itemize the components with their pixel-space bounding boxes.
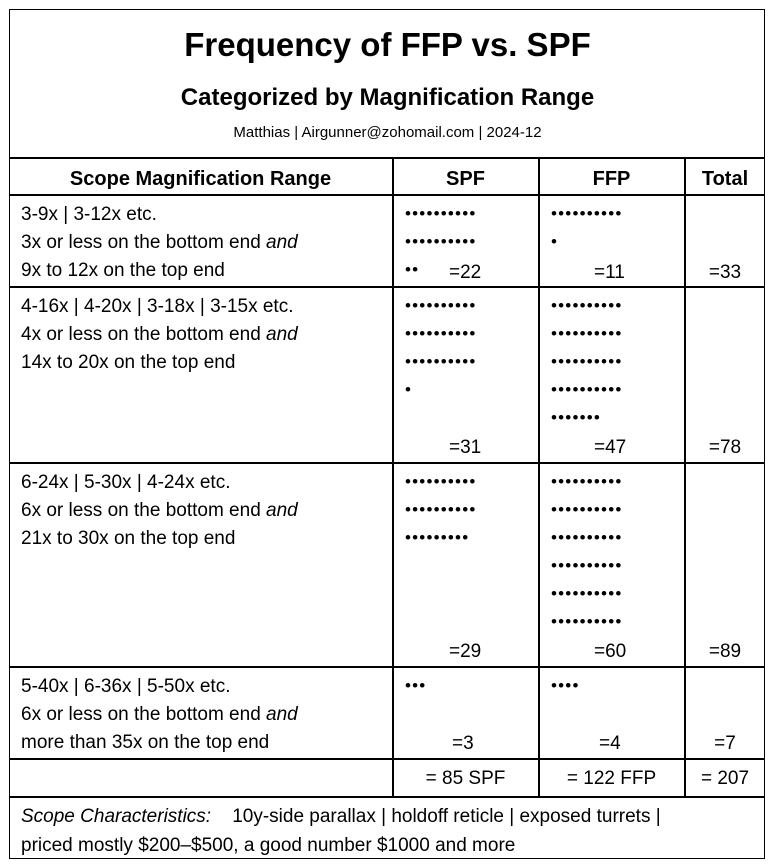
- spf-grand-total: = 85 SPF: [425, 768, 506, 789]
- table-frame: [9, 9, 765, 859]
- characteristics-line2: priced mostly $200–$500, a good number $…: [21, 835, 516, 856]
- range-examples: 6-24x | 5-30x | 4-24x etc.: [21, 472, 231, 493]
- spf-count: =29: [449, 641, 482, 662]
- row-total: =7: [714, 733, 736, 754]
- col-header-range: Scope Magnification Range: [69, 168, 332, 190]
- range-top: 9x to 12x on the top end: [21, 260, 225, 281]
- spf-dots: •••: [405, 676, 427, 695]
- characteristics-label: Scope Characteristics:: [21, 806, 212, 827]
- row-total: =33: [708, 262, 742, 283]
- range-bottom: 3x or less on the bottom end and: [21, 232, 298, 253]
- range-top: more than 35x on the top end: [21, 732, 270, 753]
- range-top: 14x to 20x on the top end: [21, 352, 236, 373]
- page-subtitle: Categorized by Magnification Range: [180, 84, 595, 111]
- divider-row3: [9, 666, 765, 668]
- divider-row1: [9, 286, 765, 288]
- ffp-dots: •••••••••• •: [551, 204, 623, 251]
- byline: Matthias | Airgunner@zohomail.com | 2024…: [233, 124, 542, 141]
- divider-row4: [9, 758, 765, 760]
- ffp-count: =60: [594, 641, 627, 662]
- ffp-dots: ••••: [551, 676, 580, 695]
- spf-dots: •••••••••• •••••••••• •••••••••: [405, 472, 477, 547]
- divider-row2: [9, 462, 765, 464]
- col-divider-2: [538, 157, 540, 797]
- row-range-text: 4-16x | 4-20x | 3-18x | 3-15x etc. 4x or…: [21, 293, 298, 377]
- divider-top: [9, 157, 765, 159]
- col-header-spf: SPF: [446, 168, 485, 190]
- range-bottom: 4x or less on the bottom end and: [21, 324, 298, 345]
- spf-dots: •••••••••• •••••••••• ••: [405, 204, 477, 279]
- col-header-ffp: FFP: [592, 168, 631, 190]
- row-range-text: 5-40x | 6-36x | 5-50x etc. 6x or less on…: [21, 673, 298, 757]
- spf-count: =22: [449, 262, 482, 283]
- row-total: =89: [708, 641, 742, 662]
- range-bottom: 6x or less on the bottom end and: [21, 500, 298, 521]
- divider-header: [9, 194, 765, 196]
- spf-count: =31: [449, 437, 482, 458]
- ffp-count: =4: [599, 733, 621, 754]
- range-top: 21x to 30x on the top end: [21, 528, 236, 549]
- page-title: Frequency of FFP vs. SPF: [184, 26, 591, 63]
- row-range-text: 3-9x | 3-12x etc. 3x or less on the bott…: [21, 201, 298, 285]
- range-bottom: 6x or less on the bottom end and: [21, 704, 298, 725]
- range-examples: 5-40x | 6-36x | 5-50x etc.: [21, 676, 231, 697]
- range-examples: 4-16x | 4-20x | 3-18x | 3-15x etc.: [21, 296, 294, 317]
- ffp-dots: •••••••••• •••••••••• •••••••••• •••••••…: [551, 296, 623, 427]
- row-range-text: 6-24x | 5-30x | 4-24x etc. 6x or less on…: [21, 469, 298, 553]
- ffp-count: =11: [594, 262, 625, 283]
- col-divider-1: [392, 157, 394, 797]
- col-header-total: Total: [701, 168, 749, 190]
- spf-dots: •••••••••• •••••••••• •••••••••• •: [405, 296, 477, 399]
- divider-totals: [9, 796, 765, 798]
- ffp-grand-total: = 122 FFP: [566, 768, 657, 789]
- range-examples: 3-9x | 3-12x etc.: [21, 204, 157, 225]
- grand-total: = 207: [700, 768, 750, 789]
- characteristics-line1: 10y-side parallax | holdoff reticle | ex…: [232, 806, 661, 827]
- row-total: =78: [708, 437, 742, 458]
- scope-characteristics: Scope Characteristics: 10y-side parallax…: [21, 802, 661, 860]
- ffp-count: =47: [594, 437, 627, 458]
- ffp-dots: •••••••••• •••••••••• •••••••••• •••••••…: [551, 472, 623, 631]
- col-divider-3: [684, 157, 686, 797]
- spf-count: =3: [452, 733, 474, 754]
